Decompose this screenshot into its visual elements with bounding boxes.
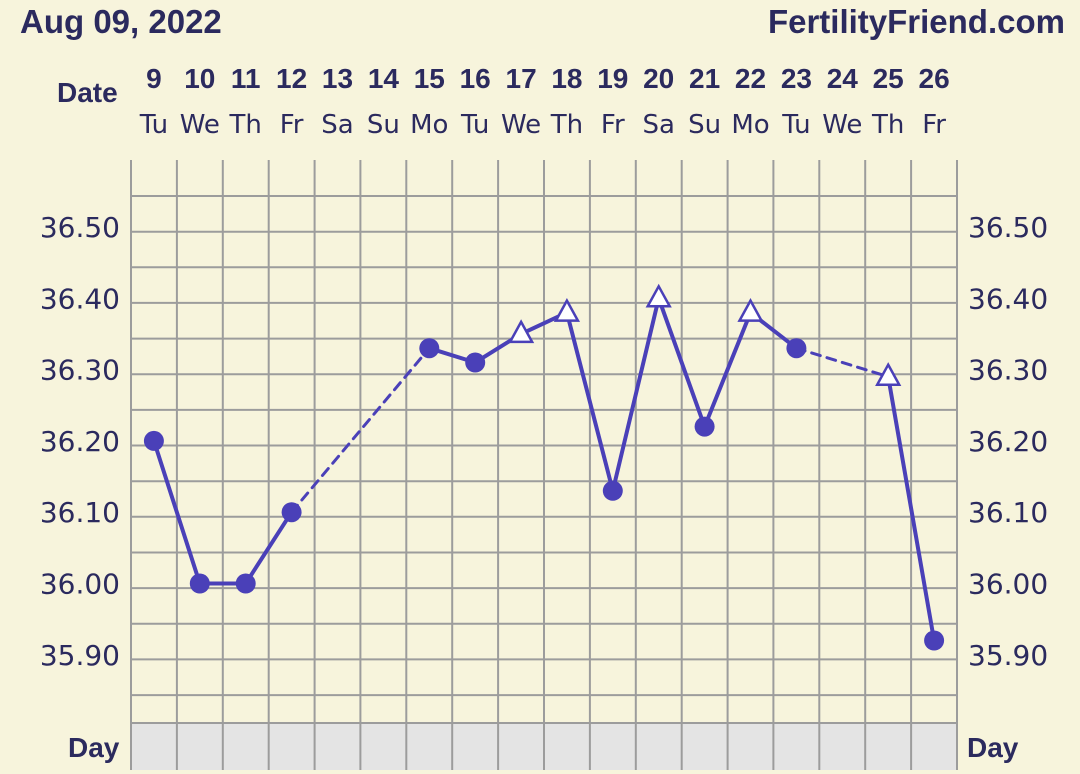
weekday-label: We <box>822 110 862 140</box>
weekday-label: Mo <box>410 110 448 140</box>
date-row-label: Date <box>57 77 118 108</box>
temp-point-circle <box>786 338 807 359</box>
date-number: 15 <box>414 63 445 94</box>
chart-grid <box>130 160 958 770</box>
date-number: 21 <box>689 63 720 94</box>
date-number: 13 <box>322 63 353 94</box>
temp-segment-dashed <box>794 346 890 379</box>
weekday-label: Fr <box>922 110 946 140</box>
temp-segment-dashed <box>290 346 431 514</box>
temp-point-triangle <box>507 319 535 344</box>
y-axis-ticks: 36.50 36.50 36.40 36.40 36.30 36.30 36.20 36.20… <box>40 211 1048 672</box>
temp-point-circle <box>694 416 715 437</box>
weekday-label: Th <box>550 110 583 140</box>
y-tick-label-right: 36.50 <box>968 211 1048 244</box>
y-tick-label-right: 36.10 <box>968 496 1048 529</box>
temp-point-circle <box>281 502 302 523</box>
temp-segment <box>886 374 937 643</box>
weekday-label: We <box>180 110 220 140</box>
temp-segment <box>656 296 707 429</box>
date-number: 22 <box>735 63 766 94</box>
date-number: 19 <box>597 63 628 94</box>
day-label-right: Day <box>967 732 1019 763</box>
site-brand: FertilityFriend.com <box>768 3 1065 40</box>
date-number: 24 <box>827 63 859 94</box>
temp-point-triangle <box>553 298 581 322</box>
y-tick-label-right: 36.30 <box>968 354 1048 387</box>
date-number: 14 <box>368 63 400 94</box>
weekday-label: Tu <box>139 110 168 140</box>
temp-point-circle <box>189 573 210 594</box>
date-header-row: 9 10 11 12 13 14 15 16 17 18 19 20 21 22 23 24 25 26 Tu We T… <box>139 63 950 140</box>
date-number: 17 <box>506 63 537 94</box>
date-number: 20 <box>643 63 674 94</box>
temp-point-triangle <box>645 283 672 308</box>
chart-date-title: Aug 09, 2022 <box>20 3 222 40</box>
temp-point-circle <box>143 430 164 451</box>
temp-point-circle <box>465 352 486 373</box>
y-tick-label-left: 36.30 <box>40 354 120 387</box>
date-number: 25 <box>873 63 904 94</box>
y-tick-label-left: 36.50 <box>40 211 120 244</box>
temp-point-circle <box>235 573 256 594</box>
weekday-label: Su <box>688 110 721 140</box>
weekday-label: Fr <box>601 110 625 140</box>
temp-point-circle <box>924 630 945 651</box>
temp-segment <box>610 296 661 493</box>
y-tick-label-right: 35.90 <box>968 639 1048 672</box>
weekday-label: Th <box>229 110 262 140</box>
y-tick-label-left: 36.20 <box>40 425 120 458</box>
date-number: 26 <box>919 63 950 94</box>
temp-segment <box>702 310 753 429</box>
y-tick-label-left: 35.90 <box>40 639 120 672</box>
weekday-label: Tu <box>460 110 489 140</box>
y-tick-label-right: 36.40 <box>968 282 1048 315</box>
weekday-label: Tu <box>781 110 810 140</box>
date-number: 12 <box>276 63 307 94</box>
temp-point-circle <box>602 480 623 501</box>
date-number: 16 <box>460 63 491 94</box>
date-number: 18 <box>551 63 582 94</box>
y-tick-label-left: 36.00 <box>40 568 120 601</box>
y-tick-label-left: 36.40 <box>40 282 120 315</box>
temp-point-triangle <box>737 298 764 322</box>
date-number: 11 <box>231 63 261 94</box>
weekday-label: Mo <box>731 110 769 140</box>
weekday-label: Su <box>367 110 400 140</box>
temp-segment <box>564 310 615 493</box>
date-number: 10 <box>184 63 215 94</box>
date-number: 23 <box>781 63 812 94</box>
weekday-label: We <box>501 110 541 140</box>
weekday-label: Th <box>871 110 904 140</box>
temp-segment <box>243 510 294 586</box>
date-number: 9 <box>146 63 162 94</box>
temp-point-circle <box>419 338 440 359</box>
temp-point-triangle <box>875 362 902 386</box>
y-tick-label-left: 36.10 <box>40 496 120 529</box>
y-tick-label-right: 36.20 <box>968 425 1048 458</box>
day-label-left: Day <box>68 732 120 763</box>
temp-segment <box>151 438 202 586</box>
weekday-label: Sa <box>321 110 353 140</box>
weekday-label: Fr <box>280 110 304 140</box>
weekday-label: Sa <box>642 110 674 140</box>
y-tick-label-right: 36.00 <box>968 568 1048 601</box>
temperature-markers <box>143 283 945 651</box>
